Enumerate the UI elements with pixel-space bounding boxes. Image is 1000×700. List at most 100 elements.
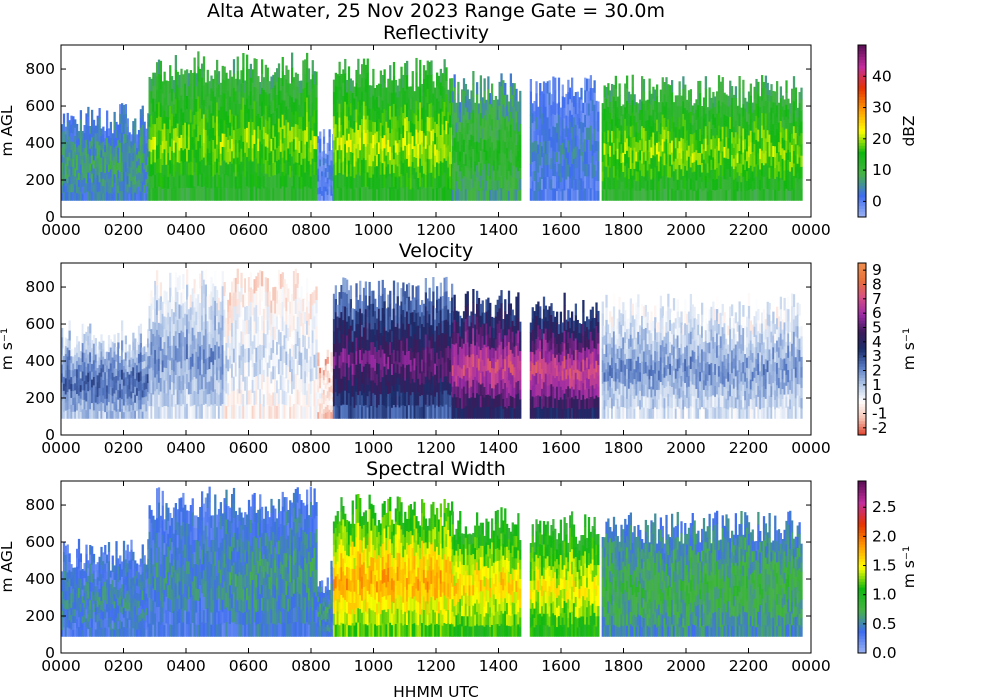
- heatmap-cell: [785, 92, 788, 105]
- heatmap-cell: [364, 132, 368, 147]
- heatmap-cell: [500, 111, 503, 125]
- heatmap-cell: [461, 189, 464, 201]
- heatmap-cell: [734, 109, 738, 121]
- heatmap-cell: [81, 172, 84, 180]
- heatmap-cell: [268, 93, 271, 106]
- heatmap-cell: [413, 113, 416, 125]
- heatmap-cell: [744, 138, 747, 150]
- heatmap-cell: [377, 106, 381, 120]
- heatmap-cell: [134, 134, 137, 144]
- heatmap-cell: [665, 188, 668, 201]
- heatmap-cell: [749, 106, 753, 119]
- heatmap-cell: [257, 175, 260, 189]
- heatmap-cell: [389, 186, 392, 201]
- heatmap-cell: [531, 171, 534, 182]
- heatmap-cell: [244, 140, 247, 153]
- heatmap-cell: [529, 103, 533, 116]
- heatmap-cell: [187, 174, 191, 189]
- heatmap-cell: [385, 166, 388, 179]
- heatmap-cell: [627, 91, 631, 103]
- heatmap-cell: [147, 121, 150, 132]
- heatmap-cell: [626, 75, 629, 89]
- heatmap-cell: [468, 98, 471, 110]
- heatmap-cell: [779, 109, 783, 121]
- heatmap-cell: [400, 93, 403, 108]
- heatmap-cell: [370, 85, 373, 98]
- heatmap-cell: [217, 135, 221, 150]
- heatmap-cell: [407, 188, 411, 201]
- heatmap-cell: [285, 146, 288, 161]
- heatmap-cell: [176, 97, 179, 111]
- heatmap-cell: [586, 151, 589, 165]
- heatmap-cell: [264, 78, 268, 93]
- heatmap-cell: [671, 104, 674, 117]
- heatmap-cell: [686, 150, 689, 161]
- heatmap-cell: [755, 151, 758, 165]
- heatmap-cell: [734, 97, 738, 110]
- heatmap-cell: [377, 95, 381, 108]
- heatmap-cell: [684, 119, 687, 132]
- heatmap-cell: [669, 85, 672, 98]
- heatmap-cell: [453, 149, 456, 163]
- heatmap-cell: [792, 100, 796, 114]
- heatmap-cell: [92, 168, 96, 177]
- heatmap-cell: [571, 126, 574, 140]
- heatmap-cell: [302, 186, 305, 201]
- heatmap-cell: [650, 168, 653, 180]
- heatmap-cell: [441, 124, 444, 138]
- heatmap-cell: [193, 71, 196, 87]
- heatmap-cell: [79, 146, 83, 156]
- heatmap-cell: [635, 131, 638, 142]
- heatmap-cell: [507, 180, 511, 191]
- heatmap-cell: [535, 93, 538, 106]
- heatmap-cell: [657, 170, 661, 182]
- heatmap-cell: [370, 131, 373, 144]
- heatmap-cell: [639, 190, 642, 201]
- heatmap-cell: [513, 141, 516, 154]
- heatmap-cell: [589, 75, 593, 89]
- heatmap-cell: [552, 163, 555, 176]
- heatmap-cell: [481, 117, 484, 129]
- heatmap-cell: [346, 176, 349, 189]
- heatmap-cell: [498, 176, 501, 189]
- heatmap-cell: [519, 167, 522, 179]
- heatmap-cell: [563, 159, 566, 170]
- heatmap-cell: [637, 103, 640, 114]
- heatmap-cell: [548, 188, 551, 201]
- heatmap-cell: [321, 180, 324, 187]
- heatmap-cell: [394, 128, 398, 141]
- heatmap-cell: [659, 133, 663, 146]
- heatmap-cell: [307, 160, 311, 175]
- heatmap-cell: [225, 162, 228, 176]
- heatmap-cell: [589, 162, 593, 176]
- heatmap-cell: [189, 96, 193, 110]
- heatmap-cell: [422, 65, 426, 80]
- heatmap-cell: [272, 162, 275, 176]
- heatmap-cell: [627, 167, 631, 180]
- heatmap-cell: [302, 102, 305, 117]
- heatmap-cell: [686, 129, 689, 141]
- heatmap-cell: [727, 168, 730, 180]
- colorbar-tick-label: 30: [872, 99, 892, 117]
- heatmap-cell: [511, 188, 514, 201]
- heatmap-cell: [783, 109, 786, 120]
- heatmap-cell: [437, 175, 441, 189]
- heatmap-cell: [229, 122, 232, 136]
- heatmap-cell: [372, 68, 375, 83]
- heatmap-cell: [387, 90, 390, 104]
- heatmap-cell: [550, 136, 553, 148]
- heatmap-cell: [789, 180, 792, 192]
- heatmap-cell: [302, 60, 305, 75]
- heatmap-cell: [204, 164, 208, 178]
- heatmap-cell: [292, 175, 296, 189]
- heatmap-cell: [279, 90, 283, 103]
- heatmap-cell: [796, 181, 799, 192]
- heatmap-cell: [451, 145, 454, 158]
- heatmap-cell: [361, 64, 364, 79]
- heatmap-cell: [292, 89, 296, 103]
- heatmap-cell: [580, 99, 583, 111]
- heatmap-cell: [502, 188, 505, 201]
- heatmap-cell: [62, 174, 66, 184]
- heatmap-cell: [676, 126, 679, 138]
- heatmap-cell: [238, 176, 241, 189]
